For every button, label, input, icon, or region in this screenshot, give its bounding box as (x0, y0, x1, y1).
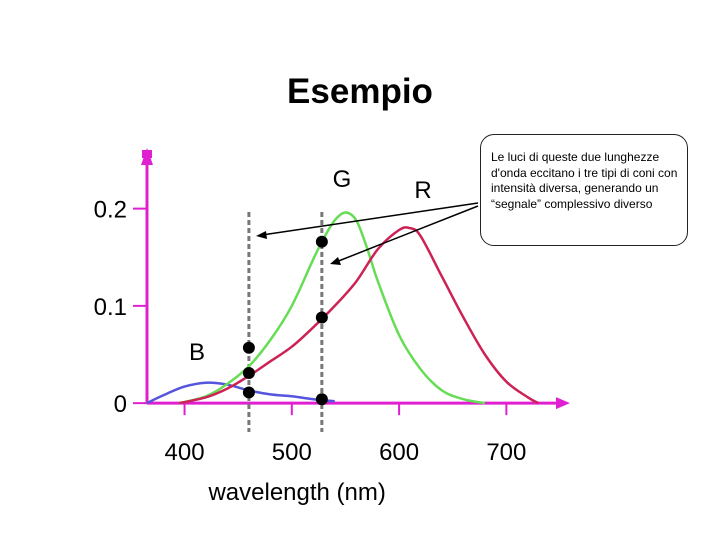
chart-labels: B G R (189, 166, 432, 366)
callout-arrow-528 (335, 205, 479, 263)
x-axis-title: wavelength (nm) (207, 479, 385, 506)
series-label-R: R (414, 177, 431, 204)
callout-text: Le luci di queste due lunghezze d'onda e… (491, 150, 678, 211)
callout-arrowhead-460 (256, 231, 267, 239)
callout-arrow-460 (261, 202, 479, 236)
slide-title: Esempio (287, 72, 433, 111)
x-tick-label: 600 (379, 439, 419, 466)
y-tick-label: 0.2 (94, 197, 127, 224)
intersection-marker (242, 386, 255, 399)
series-curves (146, 211, 540, 405)
series-label-G: G (333, 166, 352, 193)
y-axis-cap (142, 150, 152, 158)
x-tick-label: 500 (272, 439, 312, 466)
x-axis-arrow (556, 397, 570, 410)
x-tick-label: 700 (486, 439, 526, 466)
callout-box: Le luci di queste due lunghezze d'onda e… (480, 134, 688, 246)
series-label-B: B (189, 339, 205, 366)
intersection-marker (315, 235, 328, 248)
intersection-marker (315, 393, 328, 406)
y-tick-label: 0.1 (94, 294, 127, 321)
chart-axes: 0 0.1 0.2 400 500 600 700 wavelength (nm) (94, 148, 570, 506)
intersection-marker (315, 311, 328, 324)
y-tick-label: 0 (114, 391, 127, 418)
callout-arrows (256, 202, 479, 265)
intersection-marker (242, 366, 255, 379)
x-tick-label: 400 (165, 439, 205, 466)
reference-lines (247, 212, 324, 432)
series-curve-B (146, 381, 335, 405)
intersection-marker (242, 341, 255, 354)
intersection-markers (242, 235, 328, 406)
callout-arrowhead-528 (330, 257, 341, 265)
